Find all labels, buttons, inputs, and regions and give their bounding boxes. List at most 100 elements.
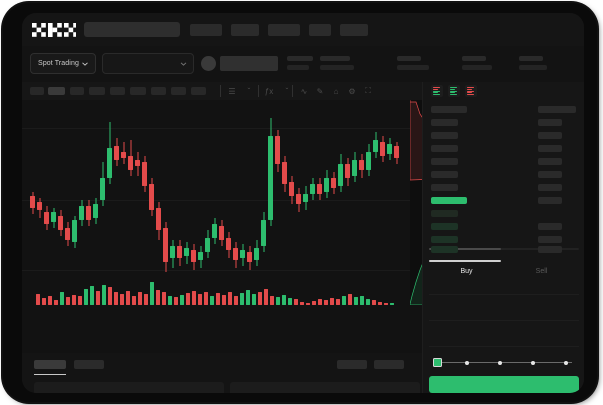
nav-item-4[interactable] [309, 24, 331, 36]
orderbook-bid-price[interactable] [431, 210, 458, 217]
mode-selector-spot-trading[interactable]: Spot Trading [30, 53, 96, 74]
stat-high [397, 56, 429, 70]
orderbook-bid-price[interactable] [431, 223, 458, 230]
nav-item-2[interactable] [231, 24, 259, 36]
volume-bar [216, 293, 220, 305]
stat-low [462, 56, 492, 70]
orderbook-ask-price[interactable] [431, 171, 458, 178]
candlestick [93, 100, 98, 353]
orderbook-spread-amount[interactable] [538, 197, 562, 204]
tb-interval-1w[interactable] [151, 87, 166, 95]
bottom-tab-order-history[interactable] [74, 360, 104, 369]
orderbook-ask-amount[interactable] [538, 119, 562, 126]
orderbook-bid-price[interactable] [431, 246, 458, 253]
chevron-down-icon [180, 61, 187, 66]
slider-handle[interactable] [433, 358, 442, 367]
slider-mark-50[interactable] [498, 360, 502, 365]
slider-mark-75[interactable] [531, 360, 535, 365]
chart-type-chevron-icon[interactable]: ˇ [247, 86, 251, 96]
tb-interval-4h[interactable] [110, 87, 125, 95]
candlestick-type-icon[interactable]: ☰ [228, 86, 236, 96]
toolbar-divider [258, 85, 259, 97]
tb-interval-1M[interactable] [171, 87, 186, 95]
volume-bar [210, 296, 214, 305]
search-input[interactable] [84, 22, 180, 37]
orderbook-ask-amount[interactable] [538, 145, 562, 152]
orderbook-ask-price[interactable] [431, 184, 458, 191]
okx-logo-icon[interactable] [32, 23, 76, 37]
volume-bar [156, 290, 160, 305]
candlestick [240, 100, 245, 353]
tb-interval-1h[interactable] [89, 87, 105, 95]
indicators-chevron-icon[interactable]: ˇ [285, 86, 289, 96]
candlestick [352, 100, 357, 353]
orderbook-ask-price[interactable] [431, 132, 458, 139]
tb-interval-1m[interactable] [30, 87, 44, 95]
order-amount-slider[interactable] [433, 358, 575, 367]
orderbook-layout-bids-icon[interactable] [448, 85, 460, 97]
tb-interval-more[interactable] [191, 87, 206, 95]
orderbook-ask-amount[interactable] [538, 184, 562, 191]
orderbook-bid-amount[interactable] [538, 246, 562, 253]
place-buy-order-button[interactable] [429, 376, 579, 393]
orderbook-layout-asks-icon[interactable] [465, 85, 477, 97]
candlestick [303, 100, 308, 353]
nav-item-3[interactable] [268, 24, 300, 36]
candlestick [380, 100, 385, 353]
tb-interval-15m[interactable] [70, 87, 84, 95]
orderbook-bid-amount[interactable] [538, 236, 562, 243]
slider-mark-25[interactable] [465, 360, 469, 365]
candlestick [324, 100, 329, 353]
volume-bar [54, 300, 58, 305]
nav-item-1[interactable] [190, 24, 222, 36]
tab-buy[interactable]: Buy [460, 268, 473, 275]
slider-track [436, 362, 572, 363]
volume-bar [78, 296, 82, 305]
orderbook-ask-amount[interactable] [538, 158, 562, 165]
volume-bar [114, 292, 118, 305]
fullscreen-icon[interactable]: ⛶ [365, 86, 371, 95]
tb-interval-1d[interactable] [130, 87, 146, 95]
app-screen: Spot Trading ☰ ˇ ƒx ˇ ∿ ✎ ⌂ ⚙ ⛶ [22, 13, 584, 393]
tb-interval-5m[interactable] [48, 87, 65, 95]
bottom-action-1[interactable] [337, 360, 367, 369]
indicators-icon[interactable]: ƒx [264, 86, 274, 96]
candlestick [191, 100, 196, 353]
orderbook-ask-price[interactable] [431, 119, 458, 126]
bottom-tab-open-orders[interactable] [34, 360, 66, 369]
line-chart-icon[interactable]: ∿ [300, 86, 308, 96]
mode-selector-label: Spot Trading [38, 60, 79, 67]
volume-bar [174, 297, 178, 305]
volume-bar [300, 302, 304, 305]
orderbook-ask-price[interactable] [431, 158, 458, 165]
stat-change [320, 56, 354, 70]
orderbook-ask-amount[interactable] [538, 132, 562, 139]
volume-bar [372, 300, 376, 305]
tab-sell[interactable]: Sell [535, 268, 548, 275]
slider-mark-100[interactable] [564, 360, 568, 365]
orderbook-ask-amount[interactable] [538, 106, 576, 113]
orderbook-ask-price[interactable] [431, 145, 458, 152]
toolbar-divider [220, 85, 221, 97]
price-chart[interactable] [22, 100, 465, 353]
settings-gear-icon[interactable]: ⚙ [348, 86, 356, 96]
order-form-divider [429, 294, 579, 295]
nav-item-5[interactable] [340, 24, 368, 36]
orderbook-ask-amount[interactable] [538, 171, 562, 178]
orderbook-layout-both-icon[interactable] [431, 85, 443, 97]
orderbook-bid-amount[interactable] [538, 223, 562, 230]
bottom-action-2[interactable] [374, 360, 404, 369]
volume-bar [36, 294, 40, 305]
volume-bar [72, 295, 76, 305]
candlestick [142, 100, 147, 353]
candlestick [177, 100, 182, 353]
orderbook-bid-price[interactable] [431, 236, 458, 243]
pair-avatar-icon [201, 56, 216, 71]
orderbook-ask-price[interactable] [431, 106, 467, 113]
drawing-pencil-icon[interactable]: ✎ [316, 86, 324, 96]
pair-selector[interactable] [102, 53, 194, 74]
orderbook-spread-price[interactable] [431, 197, 467, 204]
alert-bell-icon[interactable]: ⌂ [333, 86, 339, 96]
volume-bar [330, 298, 334, 305]
orderbook-scrollbar[interactable] [429, 248, 501, 250]
